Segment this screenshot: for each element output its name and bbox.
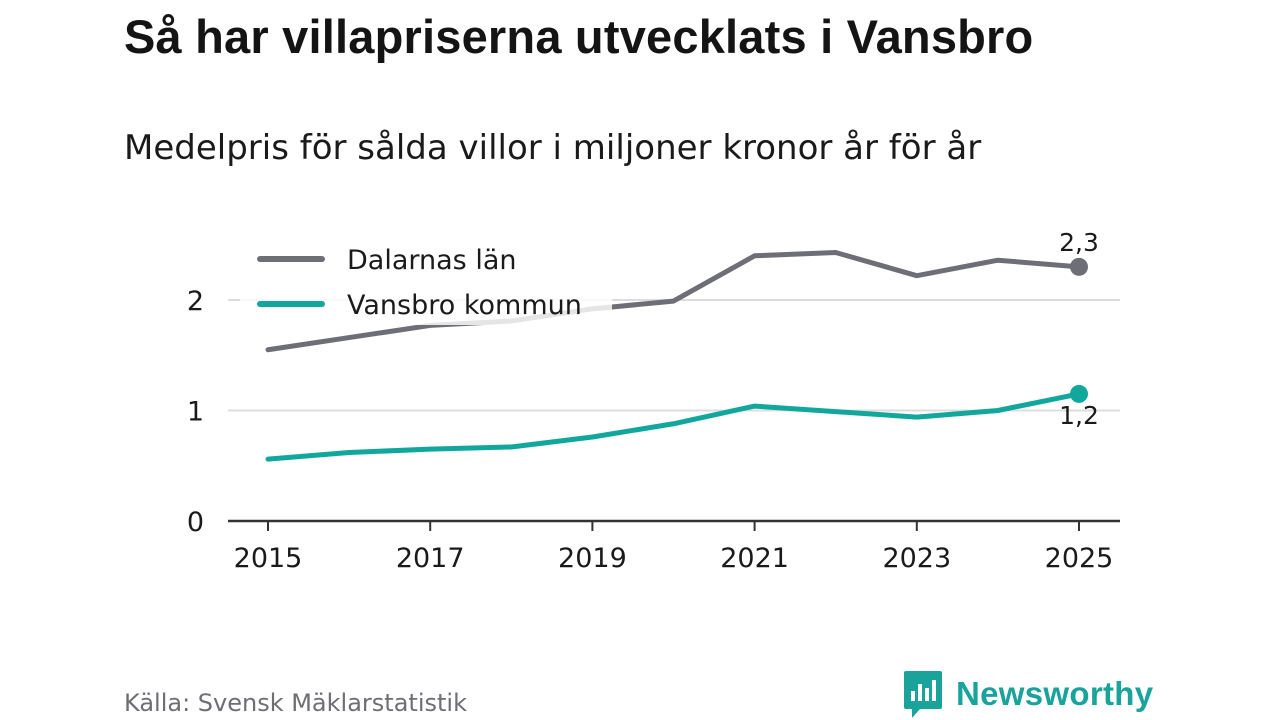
line-chart: 0 1 2 2015 2017 2019 2021 2023 2025 Dalarnas län V…: [187, 228, 1120, 574]
brand-logo: Newsworthy: [902, 668, 1153, 720]
x-tick-label: 2025: [1045, 543, 1114, 574]
newsworthy-logo-icon: [904, 671, 942, 718]
brand-name: Newsworthy: [956, 675, 1154, 712]
data-label-dalarna: 2,3: [1059, 228, 1099, 257]
source-note: Källa: Svensk Mäklarstatistik: [124, 689, 467, 717]
y-tick-label: 1: [187, 397, 204, 428]
series-line-vansbro: [265, 391, 1082, 462]
x-tick-label: 2015: [234, 543, 303, 574]
y-tick-label: 2: [187, 286, 204, 317]
series-endpoint-dalarna: [1070, 257, 1088, 276]
x-tick-label: 2021: [720, 543, 789, 574]
series-endpoint-vansbro: [1070, 384, 1088, 403]
legend-label-dalarna: Dalarnas län: [347, 245, 516, 276]
x-tick-label: 2019: [558, 543, 627, 574]
chart-subtitle: Medelpris för sålda villor i miljoner kr…: [124, 128, 982, 168]
y-tick-label: 0: [187, 507, 204, 538]
legend-background: [240, 228, 612, 325]
data-label-vansbro: 1,2: [1059, 401, 1099, 430]
series-line-dalarna: [265, 249, 1082, 353]
legend-label-vansbro: Vansbro kommun: [347, 290, 582, 321]
x-tick-label: 2023: [882, 543, 951, 574]
chart-title: Så har villapriserna utvecklats i Vansbr…: [124, 10, 1034, 63]
x-tick-label: 2017: [396, 543, 465, 574]
